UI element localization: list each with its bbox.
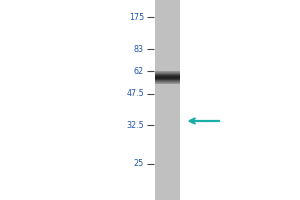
Text: 62: 62 [134,66,144,75]
Bar [154,83,180,84]
Bar [154,80,180,81]
Bar [154,81,180,82]
Bar [154,76,180,77]
Text: 83: 83 [134,45,144,53]
Text: 25: 25 [134,160,144,168]
Bar [154,71,180,72]
Bar [154,72,180,73]
Bar [154,77,180,78]
Bar [154,82,180,83]
Text: 47.5: 47.5 [126,90,144,98]
Text: 32.5: 32.5 [126,120,144,130]
Bar [154,73,180,74]
Bar [154,0,180,200]
Bar [154,75,180,76]
Bar [154,74,180,75]
Text: 175: 175 [129,12,144,21]
Bar [154,79,180,80]
Bar [154,78,180,79]
